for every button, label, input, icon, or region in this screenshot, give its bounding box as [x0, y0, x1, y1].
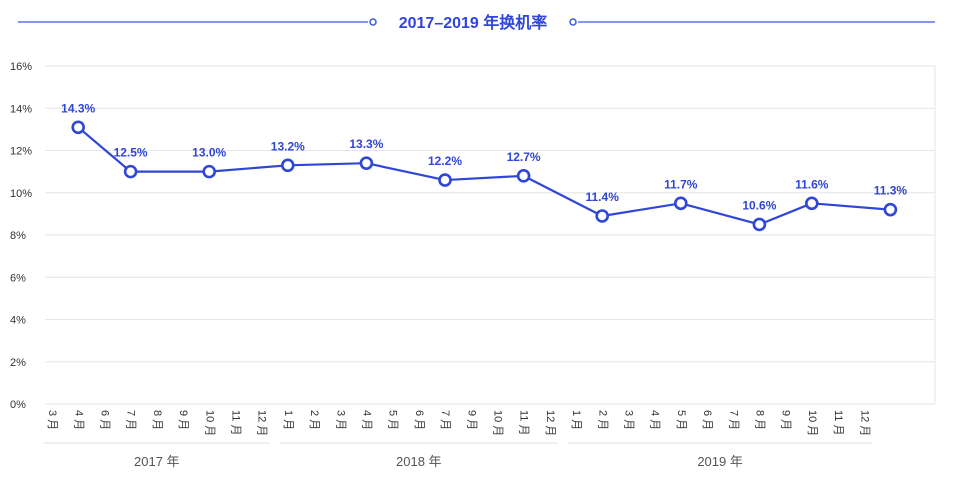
- x-tick-label: 10 月: [203, 410, 215, 436]
- x-tick-label: 12 月: [256, 410, 268, 436]
- x-tick-label: 7 月: [727, 410, 739, 430]
- y-tick-label: 12%: [10, 146, 32, 158]
- y-tick-label: 0%: [10, 399, 26, 411]
- y-tick-label: 14%: [10, 103, 32, 115]
- data-label: 13.0%: [192, 146, 226, 160]
- data-label: 11.7%: [664, 177, 698, 191]
- data-label: 11.6%: [795, 177, 829, 191]
- data-label: 10.6%: [742, 198, 776, 212]
- data-point: [202, 164, 216, 179]
- x-tick-label: 5 月: [675, 410, 687, 430]
- x-tick-label: 9 月: [780, 410, 792, 430]
- x-tick-label: 11 月: [229, 410, 241, 435]
- x-tick-label: 4 月: [360, 410, 372, 430]
- series: 14.3% 12.5% 13.0% 13.2% 13.3% 12.2% 12.7% 11.4%…: [61, 101, 908, 232]
- x-tick-label: 11 月: [832, 410, 844, 435]
- data-point: [438, 173, 452, 187]
- data-point: [516, 169, 531, 183]
- data-point: [752, 217, 767, 232]
- data-label: 12.2%: [428, 154, 462, 168]
- x-tick-label: 7 月: [439, 410, 451, 430]
- x-tick-label: 11 月: [518, 410, 530, 435]
- x-tick-label: 7 月: [125, 410, 137, 430]
- x-tick-label: 12 月: [544, 410, 556, 436]
- data-point: [359, 156, 374, 170]
- data-label: 14.3%: [61, 101, 95, 115]
- x-tick-label: 3 月: [46, 410, 58, 430]
- title-dot-right: [569, 18, 577, 26]
- data-point: [595, 209, 610, 223]
- series-line: [77, 126, 891, 226]
- x-tick-label: 5 月: [387, 410, 399, 430]
- grid: [45, 65, 936, 405]
- chart-title: 2017–2019 年换机率: [399, 13, 548, 32]
- y-tick-label: 6%: [10, 272, 26, 284]
- x-tick-label: 9 月: [177, 410, 189, 430]
- y-tick-label: 4%: [10, 315, 26, 327]
- x-axis: 3 月 4 月 6 月 7 月 8 月 9 月 10 月 11 月 12 月 1 月 2 月 3 月 4…: [46, 410, 870, 436]
- x-tick-label: 6 月: [413, 410, 425, 430]
- data-point: [123, 164, 138, 179]
- data-point: [71, 120, 85, 135]
- x-tick-label: 4 月: [72, 410, 84, 430]
- y-tick-label: 8%: [10, 230, 26, 242]
- x-tick-label: 2 月: [596, 410, 608, 430]
- x-tick-label: 6 月: [98, 410, 110, 430]
- data-label: 13.2%: [271, 139, 305, 153]
- x-tick-label: 9 月: [465, 410, 477, 430]
- x-tick-label: 2 月: [308, 410, 320, 430]
- data-label: 11.3%: [874, 184, 908, 198]
- year-label: 2019 年: [697, 454, 743, 469]
- data-label: 11.4%: [586, 190, 620, 204]
- x-tick-label: 3 月: [334, 410, 346, 430]
- data-label: 13.3%: [349, 137, 383, 151]
- data-label: 12.7%: [507, 150, 541, 164]
- y-tick-label: 2%: [10, 357, 26, 369]
- x-tick-label: 4 月: [649, 410, 661, 430]
- data-point: [673, 196, 688, 211]
- x-tick-label: 3 月: [622, 410, 634, 430]
- x-tick-label: 1 月: [570, 410, 582, 430]
- x-tick-label: 8 月: [753, 410, 765, 430]
- x-tick-label: 1 月: [282, 410, 294, 430]
- y-tick-label: 16%: [10, 61, 32, 73]
- data-label: 12.5%: [114, 146, 148, 160]
- x-tick-label: 8 月: [151, 410, 163, 430]
- x-tick-label: 6 月: [701, 410, 713, 430]
- y-tick-label: 10%: [10, 188, 32, 200]
- data-point: [280, 158, 295, 173]
- x-tick-label: 10 月: [806, 410, 818, 436]
- data-point: [883, 202, 898, 217]
- year-label: 2017 年: [134, 454, 180, 469]
- year-label: 2018 年: [396, 454, 442, 469]
- x-tick-label: 10 月: [491, 410, 503, 436]
- y-axis: 0% 2% 4% 6% 8% 10% 12% 14% 16%: [10, 61, 32, 411]
- x-tick-label: 12 月: [858, 410, 870, 436]
- title-dot-left: [369, 18, 377, 26]
- year-axis: 2017 年 2018 年 2019 年: [44, 442, 873, 469]
- data-point: [804, 196, 819, 211]
